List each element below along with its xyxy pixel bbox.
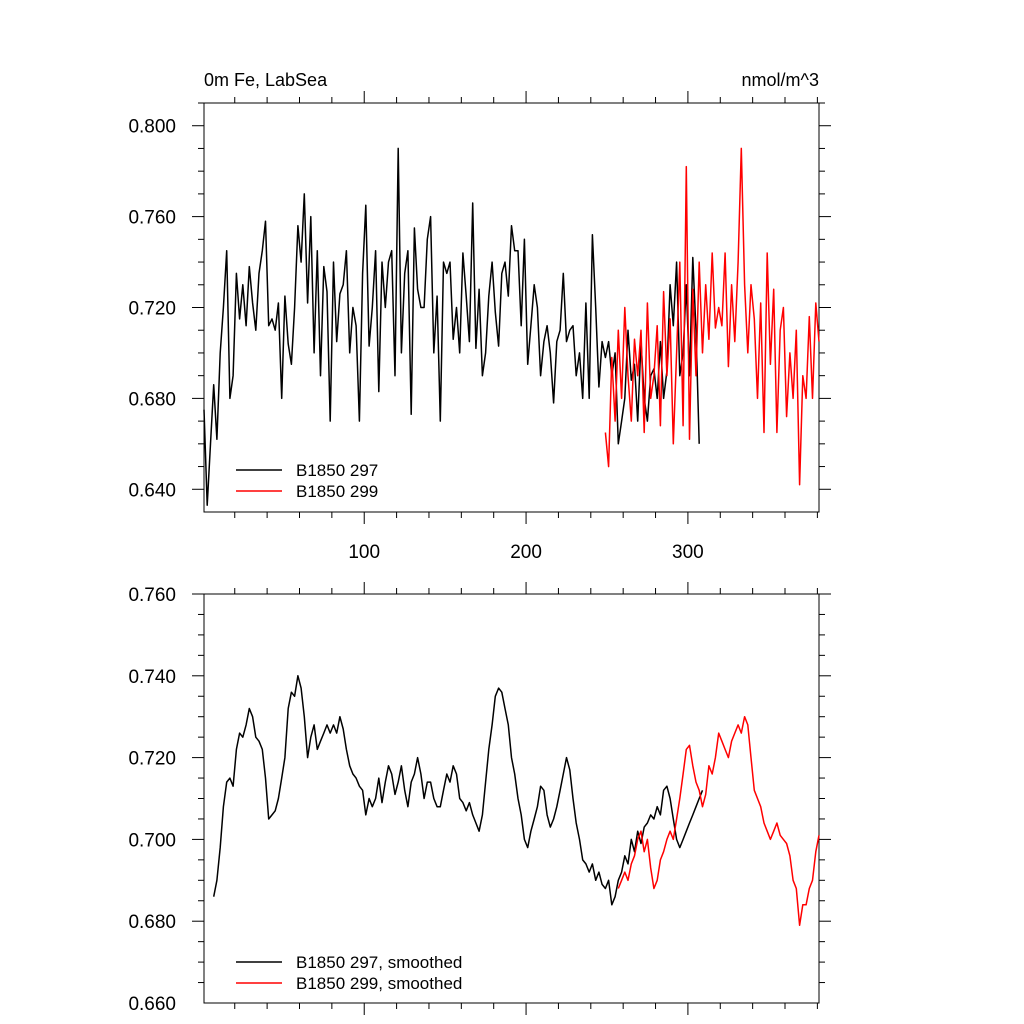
x-tick-label: 300 <box>672 542 704 563</box>
y-tick-label: 0.720 <box>128 299 176 320</box>
y-tick-label: 0.800 <box>128 117 176 138</box>
legend-label-b1850-299-smoothed: B1850 299, smoothed <box>296 974 462 993</box>
legend-bottom: B1850 297, smoothed B1850 299, smoothed <box>236 953 462 993</box>
x-axis-top: 100 200 300 <box>234 91 818 563</box>
panel-top-chart: 0.640 0.680 0.720 0.760 0.800 100 200 300 0m F… <box>128 70 831 563</box>
series-line-b1850-299 <box>604 147 820 486</box>
y-axis-bottom: 0.660 0.680 0.700 0.720 0.740 0.760 <box>128 585 831 1015</box>
x-tick-label: 100 <box>348 542 380 563</box>
y-tick-label: 0.740 <box>128 667 176 688</box>
y-tick-label: 0.760 <box>128 208 176 229</box>
series-line-b1850-297 <box>203 147 700 506</box>
y-tick-label: 0.700 <box>128 830 176 851</box>
series-group-bottom <box>212 675 820 927</box>
x-axis-bottom <box>234 582 818 1015</box>
panel-bottom-chart: 0.660 0.680 0.700 0.720 0.740 0.760 B1850 297… <box>128 582 831 1015</box>
y-tick-label: 0.680 <box>128 912 176 933</box>
legend-label-b1850-297-smoothed: B1850 297, smoothed <box>296 953 462 972</box>
y-axis-top: 0.640 0.680 0.720 0.760 0.800 <box>128 102 831 501</box>
chart-title-right: nmol/m^3 <box>742 70 819 90</box>
y-tick-label: 0.640 <box>128 480 176 501</box>
legend-top: B1850 297 B1850 299 <box>236 461 378 501</box>
series-group-top <box>203 147 820 506</box>
chart-title-left: 0m Fe, LabSea <box>204 70 328 90</box>
y-tick-label: 0.660 <box>128 994 176 1015</box>
plot-frame-bottom <box>203 593 820 1004</box>
y-tick-label: 0.760 <box>128 585 176 606</box>
legend-label-b1850-297: B1850 297 <box>296 461 378 480</box>
series-line-b1850-299-smoothed <box>617 715 820 927</box>
x-tick-label: 200 <box>510 542 542 563</box>
series-line-b1850-297-smoothed <box>212 675 704 906</box>
legend-label-b1850-299: B1850 299 <box>296 482 378 501</box>
y-tick-label: 0.680 <box>128 389 176 410</box>
y-tick-label: 0.720 <box>128 749 176 770</box>
